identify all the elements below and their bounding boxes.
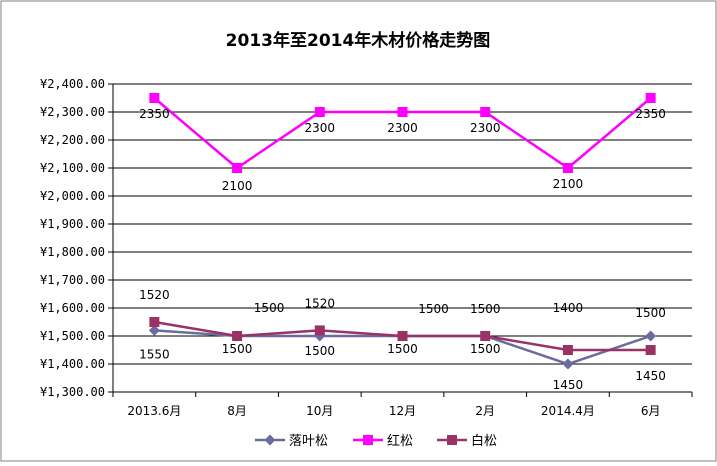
- x-tick-label: 2013.6月: [127, 404, 181, 418]
- data-label: 1500: [470, 342, 501, 356]
- series-group: 1550 1500 1500 1500 1500 1450 1500 2350 2100 2300…: [139, 93, 666, 392]
- data-point: [562, 345, 573, 355]
- data-label: 1500: [418, 302, 449, 316]
- legend-label: 白松: [471, 433, 497, 449]
- legend-label: 落叶松: [289, 434, 328, 449]
- data-label: 2300: [470, 121, 501, 135]
- x-tick-label: 8月: [227, 404, 247, 418]
- data-point: [645, 345, 656, 355]
- data-point: [232, 163, 243, 173]
- y-tick-label: ¥1,600.00: [40, 301, 105, 315]
- data-label: 2100: [553, 177, 584, 191]
- data-label: 1550: [139, 347, 170, 361]
- data-label: 2300: [305, 121, 336, 135]
- y-tick-label: ¥2,100.00: [40, 161, 105, 175]
- data-point: [314, 107, 325, 117]
- data-point: [645, 330, 657, 342]
- data-point: [562, 163, 573, 173]
- data-point: [480, 331, 491, 341]
- x-axis-ticks: 2013.6月 8月 10月 12月 2月 2014.4月 6月: [112, 392, 693, 418]
- y-tick-label: ¥1,400.00: [40, 357, 105, 371]
- data-label: 1500: [222, 342, 253, 356]
- x-tick-label: 2月: [475, 404, 495, 418]
- data-label: 1500: [387, 342, 418, 356]
- legend-item: 落叶松: [255, 434, 328, 449]
- data-label: 2350: [139, 107, 170, 121]
- legend-marker: [447, 435, 457, 445]
- y-axis-ticks: ¥1,300.00 ¥1,400.00 ¥1,500.00 ¥1,600.00 ¥1,7…: [40, 77, 113, 399]
- legend-marker: [264, 434, 276, 446]
- data-point: [149, 93, 160, 103]
- x-tick-label: 12月: [389, 404, 416, 418]
- data-label: 1500: [254, 301, 285, 315]
- data-point: [480, 107, 491, 117]
- x-tick-label: 2014.4月: [541, 404, 595, 418]
- y-tick-label: ¥1,700.00: [40, 273, 105, 287]
- y-tick-label: ¥1,300.00: [40, 385, 105, 399]
- data-label: 2100: [222, 179, 253, 193]
- data-point: [397, 107, 408, 117]
- legend: 落叶松 红松 白松: [255, 433, 497, 449]
- data-label: 2350: [635, 107, 666, 121]
- data-point: [148, 324, 160, 336]
- data-label: 1450: [553, 378, 584, 392]
- y-tick-label: ¥2,200.00: [40, 133, 105, 147]
- data-label: 1500: [635, 306, 666, 320]
- data-label: 1520: [139, 288, 170, 302]
- legend-label: 红松: [387, 433, 413, 449]
- data-label: 1500: [305, 344, 336, 358]
- data-label: 1500: [470, 302, 501, 316]
- data-label: 1400: [553, 301, 584, 315]
- data-point: [149, 317, 160, 327]
- series-2: [149, 317, 656, 355]
- data-label: 1450: [635, 369, 666, 383]
- x-tick-label: 10月: [306, 404, 333, 418]
- data-point: [397, 331, 408, 341]
- legend-item: 白松: [437, 433, 497, 449]
- data-point: [645, 93, 656, 103]
- y-tick-label: ¥2,400.00: [40, 77, 105, 91]
- data-point: [314, 325, 325, 336]
- y-tick-label: ¥1,800.00: [40, 245, 105, 259]
- legend-item: 红松: [353, 433, 413, 449]
- y-tick-label: ¥2,000.00: [40, 189, 105, 203]
- chart-title: 2013年至2014年木材价格走势图: [226, 30, 491, 51]
- axes: [112, 84, 692, 393]
- data-point: [232, 331, 243, 341]
- data-point: [562, 358, 574, 370]
- series-1: [149, 93, 656, 173]
- legend-marker: [363, 435, 373, 445]
- x-tick-label: 6月: [641, 404, 661, 418]
- data-label: 1520: [305, 296, 336, 310]
- y-tick-label: ¥1,500.00: [40, 329, 105, 343]
- y-tick-label: ¥1,900.00: [40, 217, 105, 231]
- y-tick-label: ¥2,300.00: [40, 105, 105, 119]
- data-label: 2300: [387, 121, 418, 135]
